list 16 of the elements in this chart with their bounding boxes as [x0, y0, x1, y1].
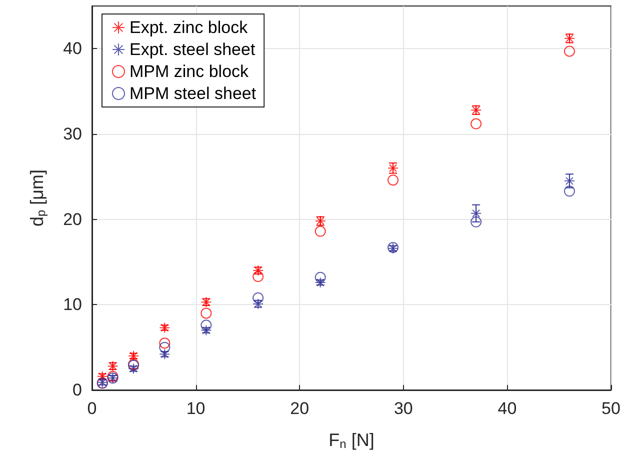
y-tick-label: 20: [63, 210, 82, 229]
y-tick-label: 30: [63, 124, 82, 144]
x-tick-label: 50: [602, 399, 620, 418]
y-tick-label: 40: [63, 39, 82, 58]
legend-label: MPM zinc block: [130, 62, 250, 81]
x-tick-label: 20: [290, 399, 310, 418]
x-tick-label: 0: [87, 399, 97, 418]
legend-label: MPM steel sheet: [130, 84, 256, 103]
y-axis-title: dp [μm]: [27, 169, 48, 227]
legend-label: Expt. steel sheet: [130, 40, 256, 59]
y-tick-label: 10: [63, 295, 82, 314]
y-tick-label: 0: [72, 380, 82, 400]
x-tick-label: 10: [186, 399, 206, 418]
x-tick-label: 40: [498, 399, 517, 418]
legend-label: Expt. zinc block: [130, 18, 248, 37]
x-tick-label: 30: [394, 399, 413, 418]
